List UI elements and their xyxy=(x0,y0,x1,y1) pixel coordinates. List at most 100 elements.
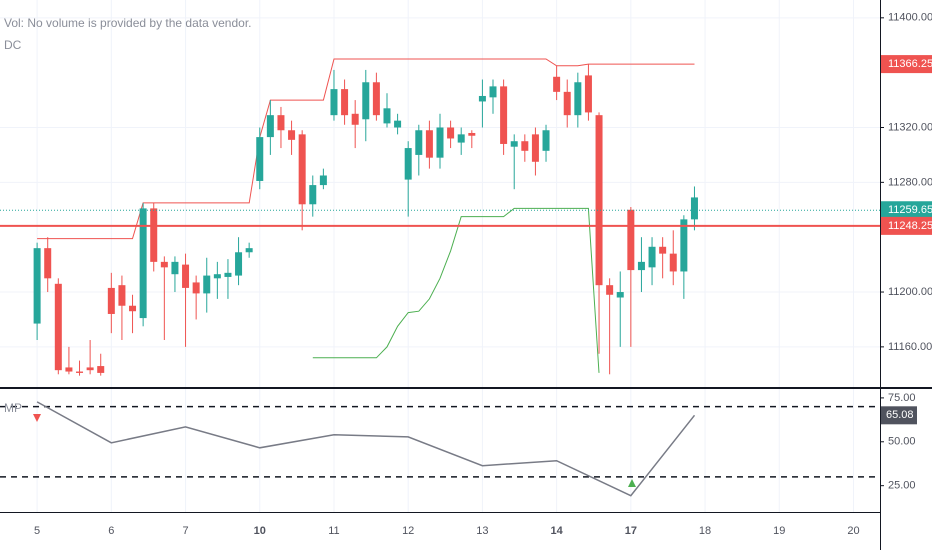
candle-body xyxy=(627,209,635,271)
x-tick-label: 13 xyxy=(476,525,488,537)
candle-body xyxy=(139,208,147,319)
grid xyxy=(0,0,880,512)
y-tick-label: 11280.00 xyxy=(888,176,932,188)
candle-body xyxy=(341,89,349,116)
x-tick-label: 12 xyxy=(402,525,414,537)
candle-body xyxy=(521,141,529,151)
channel-line xyxy=(37,58,695,240)
candle-body xyxy=(680,219,688,272)
volume-note: Vol: No volume is provided by the data v… xyxy=(4,16,251,30)
x-tick-label: 17 xyxy=(625,525,637,537)
candle-body xyxy=(531,134,539,162)
oscillator-pane xyxy=(0,401,880,497)
candle-body xyxy=(447,127,455,139)
candle-body xyxy=(245,248,253,253)
price-label: 11248.25 xyxy=(888,220,932,232)
candle-body xyxy=(584,75,592,113)
y-tick-label: 11320.00 xyxy=(888,121,932,133)
price-label: 11366.25 xyxy=(888,58,932,70)
price-label-bg xyxy=(881,55,932,74)
value-label: 65.08 xyxy=(886,409,914,421)
candle-body xyxy=(436,127,444,158)
candle-body xyxy=(107,287,115,314)
candle-body xyxy=(298,134,306,205)
x-tick-label: 5 xyxy=(34,525,40,537)
candle-body xyxy=(277,115,285,131)
candle-body xyxy=(160,261,168,268)
candle-body xyxy=(266,115,274,138)
y-tick-label: 25.00 xyxy=(888,480,916,492)
candle-body xyxy=(213,274,221,279)
candle-body xyxy=(616,292,624,298)
x-tick-label: 11 xyxy=(328,525,339,537)
x-tick-label: 14 xyxy=(551,525,564,537)
candle-body xyxy=(574,82,582,116)
candle-body xyxy=(489,86,497,98)
candle-body xyxy=(394,120,402,128)
sell-signal xyxy=(33,414,41,422)
y-tick-label: 50.00 xyxy=(888,436,916,448)
candle-body xyxy=(150,208,158,262)
candle-body xyxy=(309,185,317,205)
candle-body xyxy=(595,115,603,286)
y-tick-label: 11400.00 xyxy=(888,12,932,24)
candle-body xyxy=(542,130,550,151)
price-label-bg xyxy=(881,201,932,220)
candle-body xyxy=(510,141,518,147)
y-tick-label: 75.00 xyxy=(888,392,916,404)
candle-body xyxy=(404,148,412,180)
candle-body xyxy=(425,130,433,158)
candle-body xyxy=(192,282,200,294)
candle-body xyxy=(606,285,614,295)
candle-body xyxy=(637,261,645,271)
candle-body xyxy=(182,264,190,288)
y-tick-label: 11200.00 xyxy=(888,286,932,298)
candle-body xyxy=(351,113,359,125)
candle-body xyxy=(33,248,41,324)
candle-body xyxy=(500,86,508,144)
candle-body xyxy=(54,283,62,371)
candle-body xyxy=(457,134,465,143)
candle-body xyxy=(256,137,264,181)
channel-line xyxy=(312,207,600,373)
candle-body xyxy=(65,367,73,372)
candle-body xyxy=(415,130,423,155)
candle-body xyxy=(288,130,296,140)
candle-body xyxy=(171,261,179,275)
x-tick-label: 20 xyxy=(847,525,859,537)
price-label-bg xyxy=(881,216,932,235)
price-label: 11259.65 xyxy=(888,204,932,216)
x-tick-label: 6 xyxy=(108,525,114,537)
candle-body xyxy=(383,108,391,124)
candle-body xyxy=(86,367,94,371)
x-tick-label: 19 xyxy=(773,525,785,537)
candle-body xyxy=(44,248,52,279)
candle-body xyxy=(553,76,561,92)
buy-signal xyxy=(628,479,636,487)
candle-body xyxy=(319,175,327,186)
x-tick-label: 10 xyxy=(254,525,266,537)
candle-body xyxy=(669,253,677,272)
candle-body xyxy=(224,272,232,277)
value-label-bg xyxy=(881,406,917,425)
candle-body xyxy=(235,252,243,276)
candle-body xyxy=(129,305,137,312)
oscillator-label: MP xyxy=(4,401,22,415)
candle-body xyxy=(362,82,370,120)
candle-body xyxy=(690,197,698,220)
candle-body xyxy=(478,95,486,102)
candle-body xyxy=(76,371,84,373)
axis-labels: 5 6 7 10 11 12 13 14 17 18 19 20 11160.00 11200.00 112… xyxy=(34,12,932,537)
candle-body xyxy=(659,246,667,254)
candle-body xyxy=(468,132,476,136)
candle-body xyxy=(330,89,338,116)
x-tick-label: 7 xyxy=(182,525,188,537)
candle-body xyxy=(203,275,211,294)
candle-body xyxy=(97,366,105,373)
candle-body xyxy=(563,91,571,116)
candle-body xyxy=(372,82,380,116)
candle-body xyxy=(648,246,656,268)
